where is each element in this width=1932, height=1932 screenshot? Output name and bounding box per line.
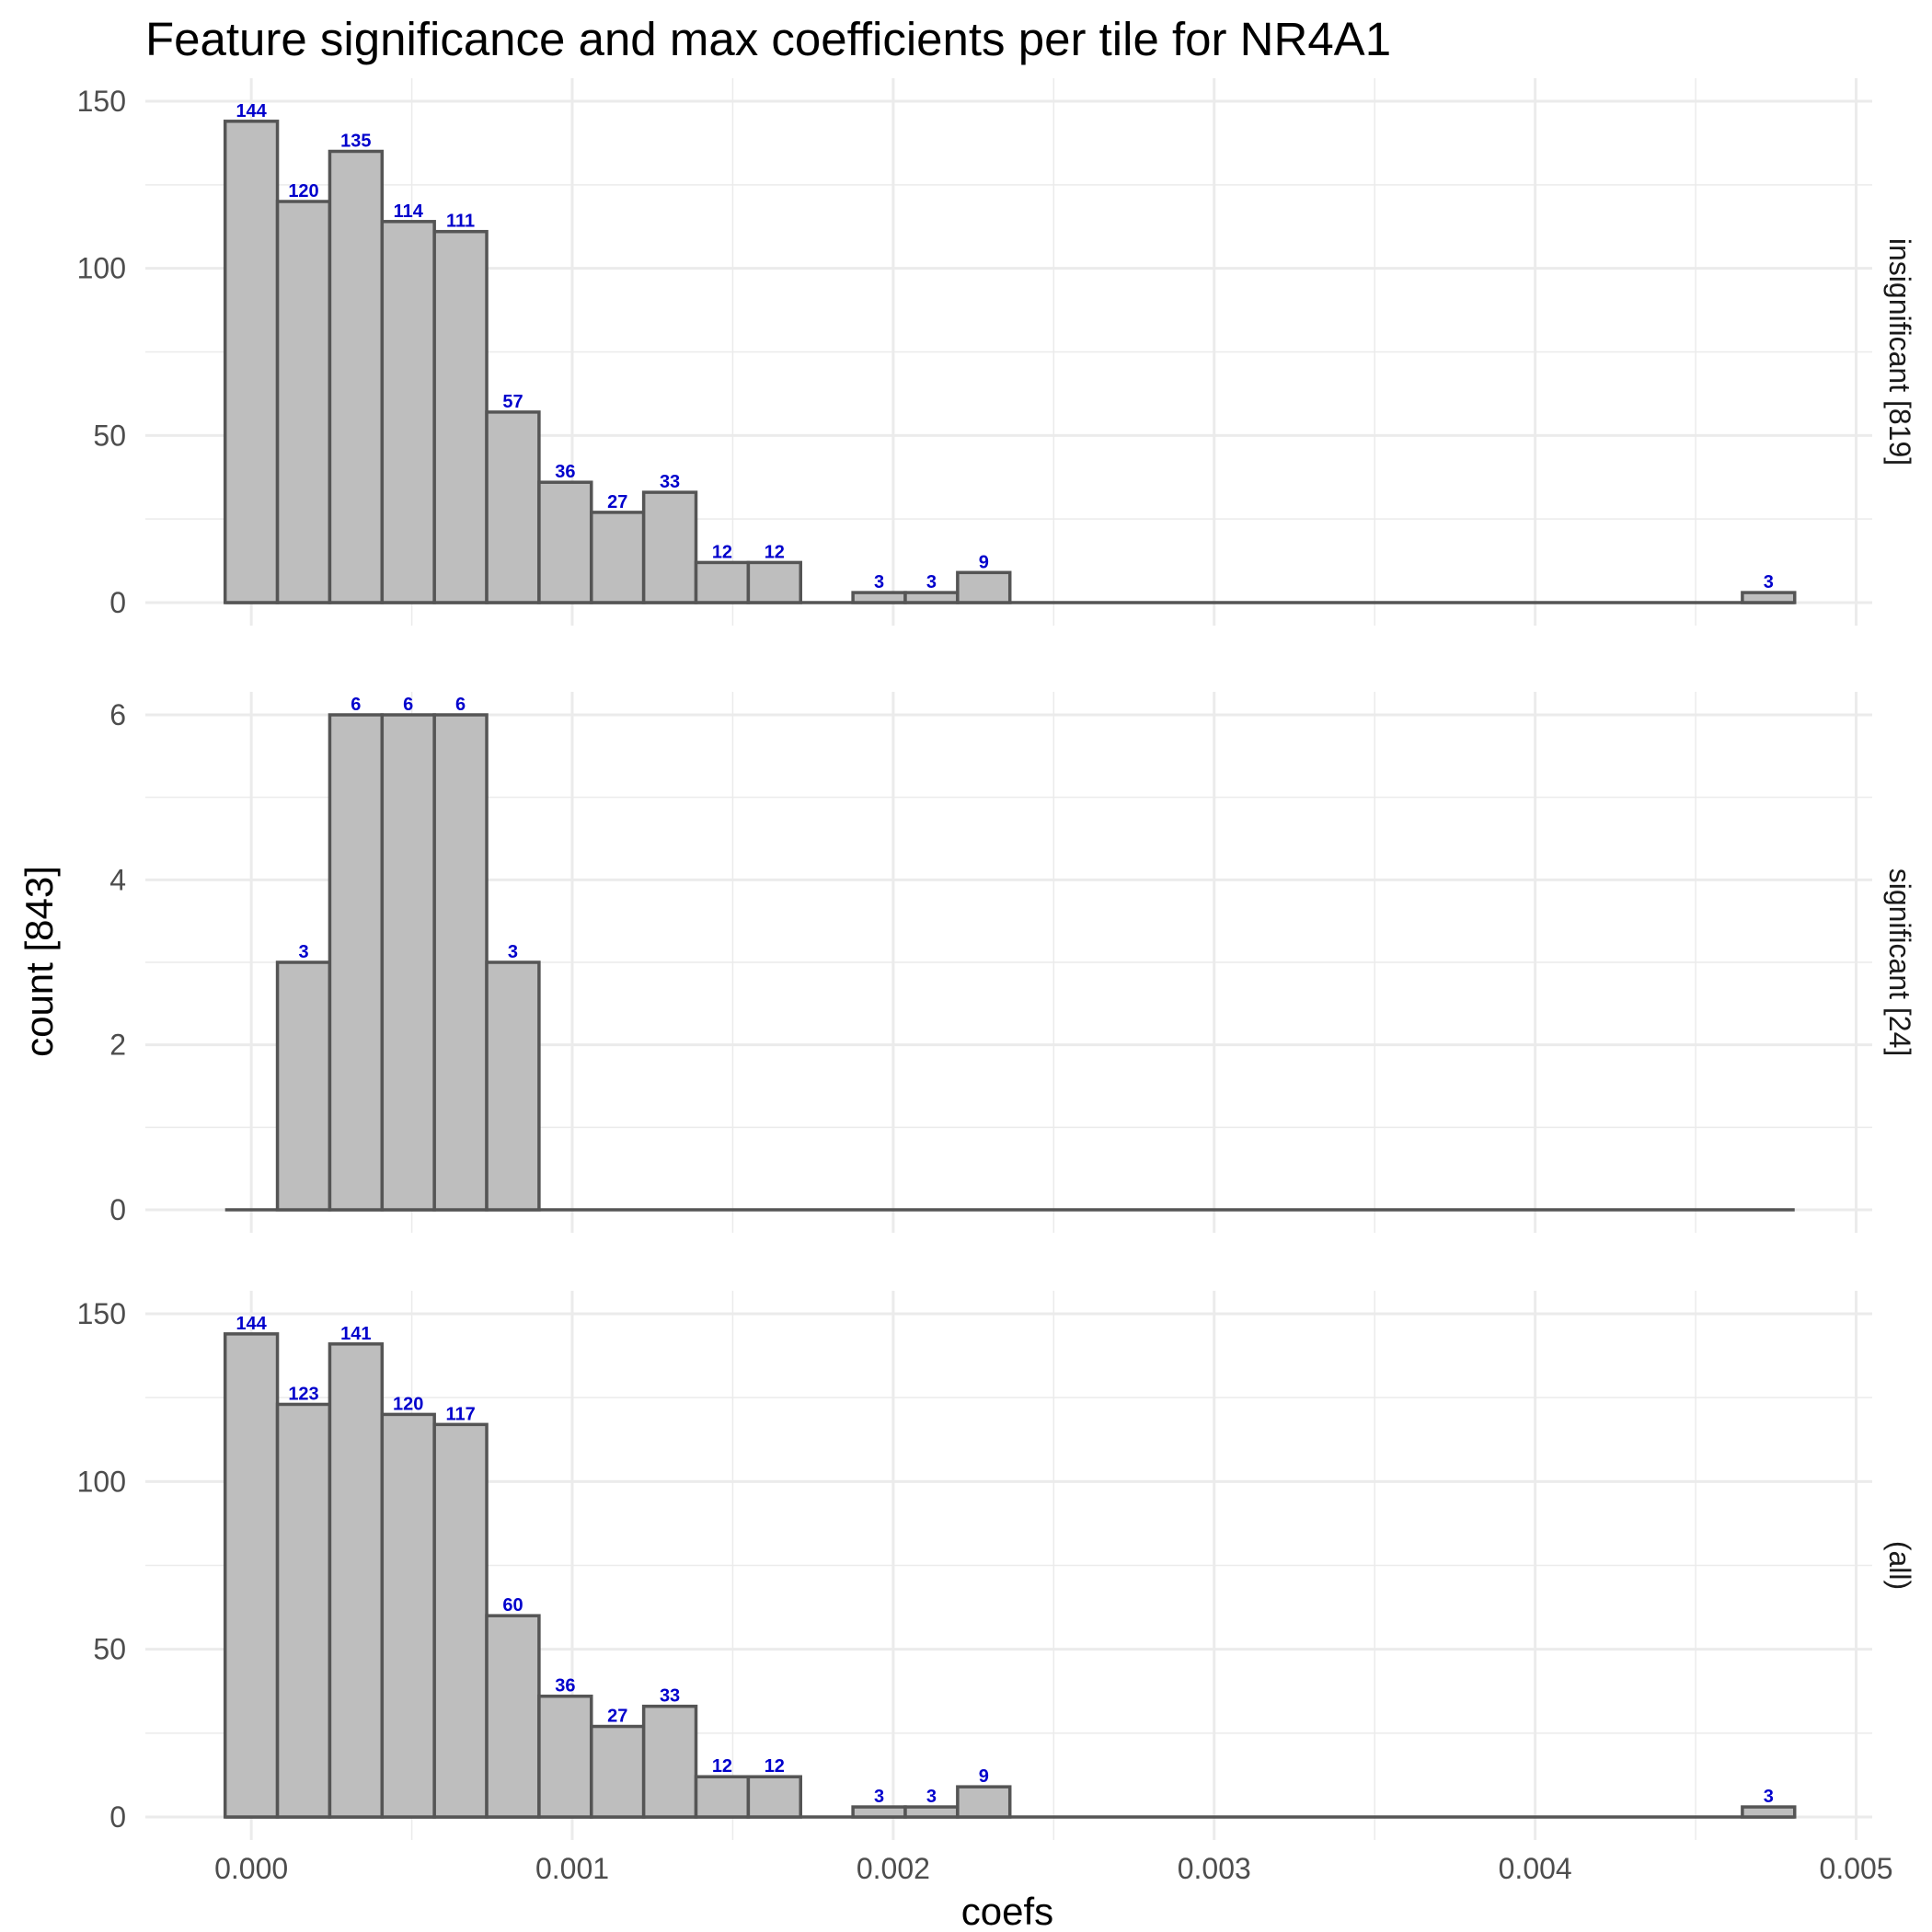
histogram-bar	[432, 1422, 489, 1819]
histogram-bar	[328, 1342, 385, 1819]
chart-title: Feature significance and max coefficient…	[145, 13, 1391, 65]
y-tick-label: 100	[77, 252, 126, 285]
bar-count-label: 3	[874, 1787, 884, 1807]
histogram-bar	[275, 1402, 332, 1819]
histogram-bar	[746, 1775, 802, 1819]
facet-strip-label: (all)	[1883, 1541, 1916, 1590]
bar-count-label: 135	[340, 132, 371, 152]
bar-count-label: 111	[446, 212, 475, 232]
y-tick-label: 50	[93, 419, 126, 452]
bar-count-label: 12	[765, 542, 785, 562]
bar-count-label: 3	[874, 572, 884, 592]
bar-count-label: 12	[712, 1756, 732, 1777]
histogram-bar	[694, 1775, 751, 1819]
histogram-bar	[537, 1694, 593, 1819]
bar-count-label: 12	[712, 542, 732, 562]
x-axis-title: coefs	[961, 1890, 1053, 1932]
histogram-bar	[380, 220, 436, 604]
bar-count-label: 57	[502, 392, 523, 412]
histogram-bar	[851, 591, 907, 604]
bar-count-label: 114	[394, 201, 424, 222]
panel-2: 0 2 4 6 3 6 6 6 3 significant [24]	[109, 692, 1916, 1233]
bar-count-label: 144	[236, 1314, 267, 1334]
bar-count-label: 3	[508, 942, 518, 962]
bar-count-label: 6	[403, 695, 413, 715]
y-tick-label: 4	[109, 863, 126, 896]
histogram-bar	[590, 511, 646, 604]
histogram-bar	[485, 410, 541, 604]
x-tick-label: 0.002	[857, 1852, 930, 1885]
y-tick-label: 100	[77, 1465, 126, 1498]
histogram-bar	[380, 1412, 436, 1819]
y-tick-label: 50	[93, 1633, 126, 1666]
histogram-bar	[956, 1785, 1012, 1819]
histogram-bar	[485, 960, 541, 1212]
y-axis-title: count [843]	[17, 866, 61, 1057]
bar-count-label: 6	[351, 695, 361, 715]
histogram-bar	[432, 713, 489, 1212]
y-tick-label: 0	[109, 1193, 126, 1226]
histogram-bar	[903, 1805, 960, 1819]
y-tick-label: 0	[109, 586, 126, 619]
bar-count-label: 12	[765, 1756, 785, 1777]
histogram-bar	[746, 560, 802, 604]
histogram-bar	[537, 480, 593, 604]
histogram-bar	[432, 229, 489, 604]
x-tick-label: 0.004	[1499, 1852, 1572, 1885]
x-tick-label: 0.003	[1178, 1852, 1251, 1885]
bar-count-label: 3	[926, 572, 937, 592]
histogram-bar	[956, 570, 1012, 604]
bar-count-label: 6	[455, 695, 466, 715]
histogram-bar	[1741, 591, 1797, 604]
histogram-bar	[641, 490, 698, 604]
x-tick-label: 0.001	[535, 1852, 609, 1885]
histogram-bar	[275, 200, 332, 604]
bar-count-label: 123	[288, 1384, 318, 1404]
bar-count-label: 60	[502, 1595, 523, 1616]
bar-count-label: 3	[1764, 572, 1774, 592]
bar-count-label: 144	[236, 101, 267, 121]
histogram-bar	[223, 1332, 280, 1819]
y-tick-label: 150	[77, 85, 126, 118]
histogram-bar	[485, 1614, 541, 1819]
bar-count-label: 33	[660, 472, 680, 492]
bar-count-label: 33	[660, 1686, 680, 1707]
bar-count-label: 3	[1764, 1787, 1774, 1807]
histogram-bar	[851, 1805, 907, 1819]
histogram-bar	[328, 149, 385, 604]
bar-count-label: 36	[555, 1676, 575, 1696]
histogram-bar	[328, 713, 385, 1212]
bar-count-label: 120	[288, 181, 318, 201]
histogram-bar	[903, 591, 960, 604]
bar-count-label: 3	[298, 942, 308, 962]
histogram-bar	[275, 960, 332, 1212]
facet-strip-label: insignificant [819]	[1883, 238, 1916, 466]
facet-strip-label: significant [24]	[1883, 868, 1916, 1057]
histogram-bar	[380, 713, 436, 1212]
y-tick-label: 150	[77, 1297, 126, 1330]
bar-count-label: 117	[445, 1404, 475, 1424]
y-tick-label: 2	[109, 1029, 126, 1062]
bar-count-label: 27	[607, 492, 627, 512]
y-tick-label: 6	[109, 698, 126, 731]
bar-count-label: 141	[340, 1324, 371, 1344]
bar-count-label: 36	[555, 462, 575, 482]
x-tick-label: 0.005	[1820, 1852, 1893, 1885]
histogram-bar	[641, 1704, 698, 1819]
bar-count-label: 9	[979, 1766, 989, 1787]
histogram-bar	[1741, 1805, 1797, 1819]
y-tick-label: 0	[109, 1800, 126, 1834]
x-tick-label: 0.000	[214, 1852, 288, 1885]
histogram-bar	[223, 120, 280, 604]
bar-count-label: 3	[926, 1787, 937, 1807]
bar-count-label: 27	[607, 1707, 627, 1727]
bar-count-label: 9	[979, 552, 989, 572]
bar-count-label: 120	[393, 1394, 423, 1414]
histogram-bar	[590, 1724, 646, 1819]
histogram-bar	[694, 560, 751, 604]
